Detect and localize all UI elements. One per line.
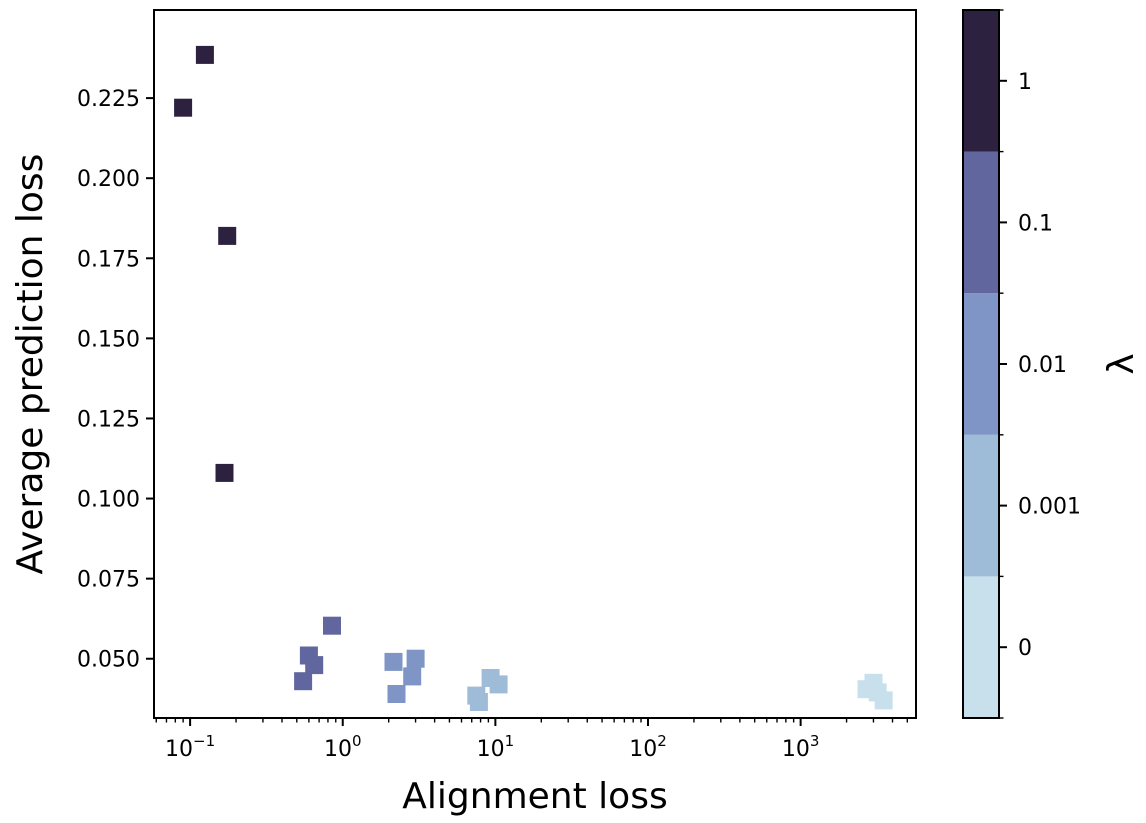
data-point: [218, 226, 237, 245]
y-tick-label: 0.050: [77, 648, 140, 673]
y-tick-label: 0.175: [77, 247, 140, 272]
x-axis: 10−1 100 101 102 103: [155, 718, 909, 762]
y-axis-title: Average prediction loss: [10, 154, 51, 575]
data-point: [489, 675, 508, 694]
data-point: [469, 693, 488, 711]
data-point: [305, 656, 324, 675]
data-point: [403, 667, 422, 686]
colorbar-segment: [963, 10, 999, 152]
colorbar-segment: [963, 151, 999, 294]
y-tick-label: 0.150: [77, 327, 140, 352]
colorbar-title: λ: [1101, 353, 1142, 374]
x-tick-label: 100: [324, 732, 362, 762]
data-point: [174, 98, 193, 117]
data-points: [174, 45, 893, 711]
data-point: [384, 652, 403, 671]
data-point: [323, 616, 341, 635]
x-tick-label: 103: [782, 732, 820, 762]
data-point: [215, 463, 234, 482]
colorbar-segment: [963, 576, 999, 718]
data-point: [294, 672, 313, 691]
data-point: [406, 649, 425, 668]
x-tick-label: 101: [477, 732, 515, 762]
colorbar-segment: [963, 434, 999, 577]
colorbar-label: 0.001: [1018, 495, 1081, 520]
x-tick-label: 102: [629, 732, 667, 762]
y-tick-label: 0.225: [77, 87, 140, 112]
y-tick-label: 0.200: [77, 167, 140, 192]
data-point: [195, 45, 214, 64]
y-tick-label: 0.125: [77, 407, 140, 432]
x-tick-label: 10−1: [165, 732, 215, 762]
colorbar-frame: [962, 9, 1000, 719]
colorbar-label: 0: [1018, 636, 1032, 661]
colorbar-label: 0.01: [1018, 353, 1067, 378]
x-axis-title: Alignment loss: [402, 776, 667, 817]
data-point: [874, 691, 893, 710]
plot-frame: [153, 9, 917, 719]
colorbar-segment: [963, 293, 999, 435]
colorbar-label: 1: [1018, 70, 1032, 95]
y-tick-label: 0.075: [77, 568, 140, 593]
y-axis: 0.050 0.075 0.100 0.125 0.150 0.175 0.200 0.225: [77, 87, 154, 673]
colorbar-label: 0.1: [1018, 211, 1053, 236]
y-tick-label: 0.100: [77, 488, 140, 513]
data-point: [387, 685, 406, 703]
colorbar: 0 0.001 0.01 0.1 1: [962, 9, 1081, 719]
